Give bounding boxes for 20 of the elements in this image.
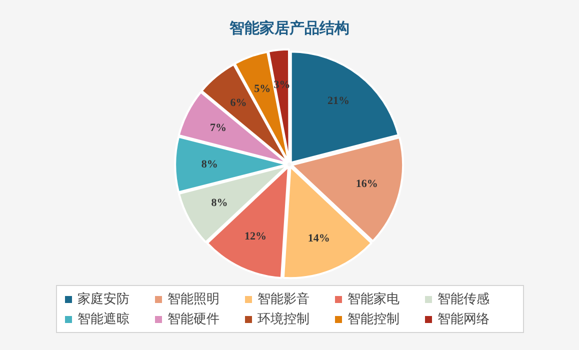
legend-label: 智能照明 — [168, 291, 220, 308]
legend-label: 智能控制 — [348, 311, 400, 328]
data-label: 5% — [254, 83, 271, 96]
data-label: 8% — [211, 196, 228, 209]
legend-label: 智能网络 — [438, 311, 490, 328]
legend-label: 智能硬件 — [168, 311, 220, 328]
legend-label: 环境控制 — [258, 311, 310, 328]
data-label: 12% — [244, 230, 266, 243]
legend-label: 智能传感 — [438, 291, 490, 308]
data-label: 14% — [308, 232, 330, 245]
data-label: 7% — [210, 122, 227, 134]
data-label: 6% — [230, 96, 247, 109]
legend-label: 智能家电 — [348, 291, 400, 308]
legend-label: 智能影音 — [258, 291, 310, 308]
data-label: 16% — [356, 178, 378, 190]
legend-label: 智能遮晾 — [78, 311, 130, 328]
chart-title: 智能家居产品结构 — [228, 18, 350, 37]
data-label: 8% — [201, 158, 218, 170]
data-label: 21% — [327, 95, 350, 108]
legend-label: 家庭安防 — [78, 291, 130, 308]
